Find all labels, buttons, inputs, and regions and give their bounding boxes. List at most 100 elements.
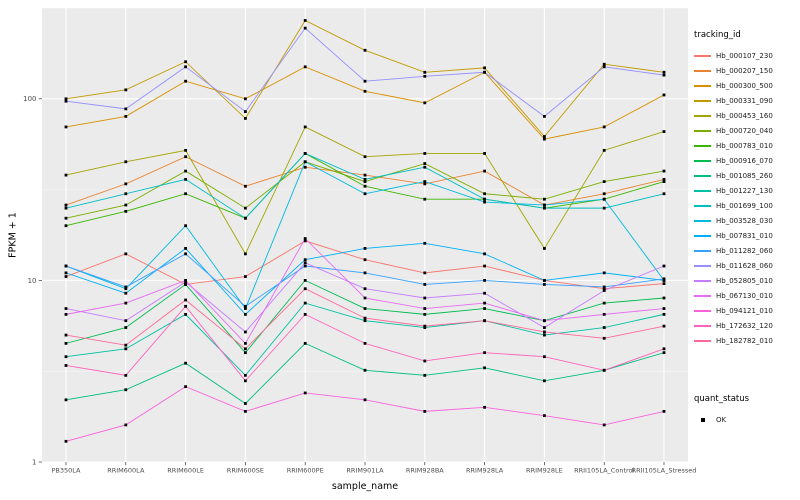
- data-point: [124, 209, 128, 213]
- data-point: [363, 319, 367, 323]
- data-point: [662, 282, 666, 286]
- data-point: [483, 197, 486, 201]
- legend-color-swatch: [694, 99, 711, 102]
- data-point: [363, 180, 367, 183]
- data-point: [483, 291, 486, 295]
- legend-label: Hb_000207_150: [716, 66, 773, 75]
- data-point: [64, 125, 68, 129]
- data-point: [244, 304, 247, 308]
- legend-color-swatch: [694, 279, 711, 282]
- data-point: [662, 307, 666, 310]
- legend-item-Hb_011282_060: Hb_011282_060: [694, 243, 800, 258]
- data-point: [602, 125, 606, 129]
- data-point: [64, 206, 68, 210]
- data-point: [602, 285, 606, 289]
- legend-shape-items: OK: [694, 412, 800, 427]
- x-tick-label: RRIM600PE: [287, 467, 324, 475]
- data-point: [64, 364, 68, 367]
- data-point: [543, 137, 546, 141]
- data-point: [244, 97, 247, 101]
- data-point: [303, 152, 307, 155]
- data-point: [303, 19, 307, 22]
- data-point: [64, 307, 68, 310]
- legend-label: Hb_000300_500: [716, 81, 773, 90]
- legend-item-Hb_000720_040: Hb_000720_040: [694, 123, 800, 138]
- data-point: [483, 279, 486, 282]
- legend-label: Hb_000453_160: [716, 111, 773, 120]
- legend-color-swatch: [694, 324, 711, 327]
- data-point: [363, 287, 367, 291]
- data-point: [303, 26, 307, 30]
- data-point: [602, 271, 606, 275]
- legend-label: Hb_000107_230: [716, 51, 773, 60]
- x-tick-label: RRIM600SE: [227, 467, 264, 475]
- legend-item-Hb_172632_120: Hb_172632_120: [694, 318, 800, 333]
- data-point: [602, 326, 606, 329]
- legend-color-swatch: [694, 54, 711, 57]
- data-point: [662, 351, 666, 355]
- data-point: [662, 409, 666, 413]
- legend-item-Hb_000207_150: Hb_000207_150: [694, 63, 800, 78]
- data-point: [483, 307, 486, 310]
- legend-label: Hb_182782_010: [716, 336, 773, 345]
- legend-color-swatch: [694, 69, 711, 72]
- data-point: [64, 275, 68, 278]
- data-point: [483, 70, 486, 74]
- data-point: [602, 206, 606, 210]
- y-tick-label: 10: [28, 277, 37, 285]
- data-point: [124, 287, 128, 291]
- data-point: [124, 423, 128, 427]
- data-point: [184, 252, 187, 256]
- data-point: [184, 298, 187, 302]
- data-point: [184, 65, 187, 69]
- legend-color-swatch: [694, 174, 711, 177]
- data-point: [64, 264, 68, 268]
- data-point: [64, 312, 68, 316]
- data-point: [662, 279, 666, 282]
- x-tick-label: RRIM600LA: [107, 467, 145, 475]
- data-point: [602, 336, 606, 340]
- data-point: [363, 341, 367, 345]
- data-point: [543, 319, 546, 323]
- data-point: [184, 280, 187, 284]
- data-point: [244, 275, 247, 278]
- data-point: [423, 152, 427, 155]
- data-point: [184, 224, 187, 228]
- legend-item-Hb_000916_070: Hb_000916_070: [694, 153, 800, 168]
- data-point: [543, 326, 546, 329]
- data-point: [303, 125, 307, 129]
- data-point: [662, 169, 666, 173]
- data-point: [303, 237, 307, 240]
- legend: tracking_id Hb_000107_230 Hb_000207_150 Hb…: [694, 30, 800, 427]
- data-point: [363, 177, 367, 181]
- data-point: [363, 48, 367, 52]
- data-point: [662, 192, 666, 196]
- data-point: [483, 252, 486, 256]
- data-point: [602, 423, 606, 427]
- data-point: [184, 148, 187, 152]
- data-point: [423, 324, 427, 328]
- data-point: [184, 283, 187, 286]
- legend-item-Hb_052805_010: Hb_052805_010: [694, 273, 800, 288]
- legend-label: Hb_000783_010: [716, 141, 773, 150]
- legend-shape-key: [694, 417, 711, 422]
- data-point: [662, 324, 666, 328]
- data-point: [303, 261, 307, 265]
- data-point: [244, 312, 247, 316]
- data-point: [184, 312, 187, 316]
- data-point: [363, 192, 367, 196]
- data-point: [303, 258, 307, 262]
- data-point: [602, 301, 606, 305]
- data-point: [244, 330, 247, 334]
- data-point: [64, 271, 68, 275]
- data-point: [363, 173, 367, 177]
- legend-item-Hb_003528_030: Hb_003528_030: [694, 213, 800, 228]
- legend-label: Hb_000720_040: [716, 126, 773, 135]
- legend-label: Hb_011282_060: [716, 246, 773, 255]
- x-tick-label: RRII105LA_Control: [574, 467, 634, 475]
- data-point: [423, 101, 427, 105]
- data-point: [363, 79, 367, 83]
- legend-color-swatch: [694, 159, 711, 162]
- data-point: [124, 107, 128, 111]
- data-point: [602, 368, 606, 372]
